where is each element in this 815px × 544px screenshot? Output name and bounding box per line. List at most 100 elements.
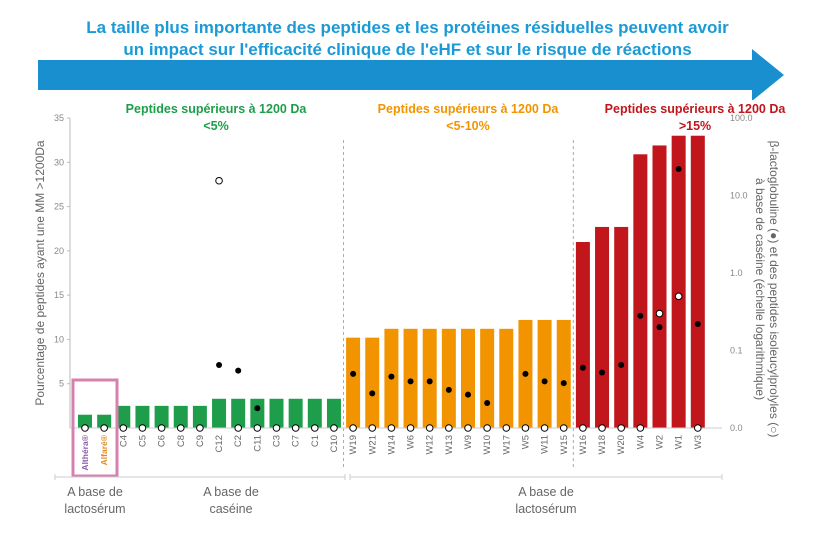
- x-tick-label-W11: W11: [540, 435, 551, 454]
- beta-lactoglobulin-marker: [235, 367, 242, 374]
- x-tick-label-C2: C2: [233, 435, 244, 447]
- isoleucylprolyl-marker: [291, 424, 300, 432]
- x-tick-label-W16: W16: [578, 435, 589, 455]
- isoleucylprolyl-marker: [406, 424, 415, 432]
- group-label-red: Peptides supérieurs à 1200 Da >15%: [575, 101, 815, 135]
- isoleucylprolyl-marker: [694, 424, 702, 432]
- x-tick-label-C5: C5: [137, 435, 148, 447]
- x-tick-label-W5: W5: [520, 435, 531, 449]
- bar-W15: [556, 319, 571, 428]
- bottom-label-whey-right-line1: A base de: [518, 485, 574, 499]
- group-label-orange: Peptides supérieurs à 1200 Da <5-10%: [348, 101, 588, 135]
- isoleucylprolyl-marker: [272, 424, 281, 432]
- isoleucylprolyl-marker: [349, 424, 357, 432]
- x-tick-label-C3: C3: [272, 435, 283, 447]
- isoleucylprolyl-marker: [387, 424, 396, 432]
- bar-C11: [250, 398, 265, 428]
- bottom-label-whey-right: A base de lactosérum: [481, 484, 611, 518]
- y-tick-label: 20: [54, 246, 64, 256]
- bar-W1: [671, 135, 686, 428]
- isoleucylprolyl-marker: [330, 424, 338, 432]
- bar-C8: [173, 405, 188, 428]
- isoleucylprolyl-marker: [559, 424, 568, 432]
- isoleucylprolyl-marker: [464, 424, 472, 432]
- x-tick-label-W1: W1: [674, 435, 685, 449]
- isoleucylprolyl-marker: [598, 424, 606, 432]
- x-tick-label-C11: C11: [252, 435, 263, 452]
- bar-W11: [537, 319, 552, 428]
- x-tick-label-C7: C7: [291, 435, 302, 447]
- x-tick-label-W6: W6: [406, 435, 417, 449]
- beta-lactoglobulin-marker: [465, 391, 471, 398]
- y-axis-title: Pourcentage de peptides ayant une MM >12…: [33, 140, 47, 406]
- bottom-label-casein-line2: caséine: [209, 502, 253, 516]
- y2-tick-label: 10.0: [730, 191, 748, 201]
- x-tick-label-C6: C6: [157, 435, 168, 447]
- y-tick-label: 15: [54, 290, 64, 300]
- bar-W19: [346, 337, 361, 428]
- beta-lactoglobulin-marker: [350, 370, 357, 377]
- x-tick-label-W17: W17: [501, 435, 512, 455]
- beta-lactoglobulin-marker: [599, 369, 606, 376]
- x-tick-label-C4: C4: [118, 435, 129, 447]
- beta-lactoglobulin-marker: [369, 390, 376, 397]
- beta-lactoglobulin-marker: [694, 320, 701, 327]
- x-tick-label-W3: W3: [693, 435, 704, 449]
- header-title-line1: La taille plus importante des peptides e…: [86, 18, 729, 37]
- y2-tick-label: 100.0: [730, 113, 753, 123]
- isoleucylprolyl-marker: [655, 309, 664, 318]
- isoleucylprolyl-marker: [100, 424, 108, 432]
- x-tick-label-C8: C8: [176, 435, 187, 447]
- bar-C6: [154, 405, 169, 428]
- bar-C9: [192, 405, 207, 428]
- bar-C7: [288, 398, 303, 428]
- bottom-label-whey-right-line2: lactosérum: [515, 502, 577, 516]
- y2-axis-title-line2: à base de caséine (échelle logarithmique…: [753, 178, 767, 400]
- bar-W21: [365, 337, 380, 428]
- x-tick-label-W2: W2: [655, 435, 666, 449]
- bar-W13: [441, 328, 456, 428]
- isoleucylprolyl-marker: [176, 424, 185, 432]
- group-label-orange-line2: <5-10%: [446, 119, 490, 133]
- isoleucylprolyl-marker: [253, 424, 262, 432]
- x-tick-label-W20: W20: [616, 435, 627, 455]
- beta-lactoglobulin-marker: [445, 386, 452, 393]
- header-arrow: [38, 49, 784, 100]
- bottom-label-whey-left-line1: A base de: [67, 485, 123, 499]
- x-tick-label-W9: W9: [463, 435, 474, 449]
- x-tick-label-W13: W13: [444, 435, 455, 455]
- beta-lactoglobulin-marker: [484, 400, 491, 407]
- beta-lactoglobulin-marker: [216, 361, 223, 368]
- isoleucylprolyl-marker: [540, 424, 549, 432]
- isoleucylprolyl-marker: [234, 424, 242, 432]
- beta-lactoglobulin-marker: [254, 405, 261, 412]
- bar-C4: [116, 405, 131, 428]
- y2-tick-label: 1.0: [730, 268, 743, 278]
- header-title-line2: un impact sur l'efficacité clinique de l…: [123, 40, 692, 59]
- x-tick-label-W14: W14: [386, 435, 397, 455]
- isoleucylprolyl-marker: [215, 176, 223, 185]
- x-tick-label-C12: C12: [214, 435, 225, 452]
- beta-lactoglobulin-marker: [522, 370, 529, 377]
- group-label-red-line2: >15%: [678, 119, 712, 133]
- bar-C2: [231, 398, 246, 428]
- isoleucylprolyl-marker: [579, 424, 587, 432]
- bar-Alfaré®: [97, 414, 112, 428]
- isoleucylprolyl-marker: [674, 292, 683, 301]
- y-tick-label: 25: [54, 202, 64, 212]
- bar-W4: [633, 154, 648, 429]
- bar-W3: [690, 135, 705, 428]
- x-tick-label-W4: W4: [635, 435, 646, 449]
- bottom-label-whey-left: A base de lactosérum: [40, 484, 150, 518]
- group-label-green-line1: Peptides supérieurs à 1200 Da: [125, 102, 307, 116]
- x-tick-label-C9: C9: [195, 435, 206, 447]
- x-tick-label-Althéra®: Althéra®: [80, 434, 90, 470]
- group-label-red-line1: Peptides supérieurs à 1200 Da: [604, 102, 786, 116]
- beta-lactoglobulin-marker: [675, 165, 682, 172]
- y2-axis-title: β-lactoglobuline (●) et des peptides iso…: [753, 141, 781, 438]
- x-tick-label-W21: W21: [367, 435, 378, 455]
- beta-lactoglobulin-marker: [637, 312, 644, 319]
- bar-W2: [652, 145, 667, 428]
- isoleucylprolyl-marker: [368, 424, 377, 432]
